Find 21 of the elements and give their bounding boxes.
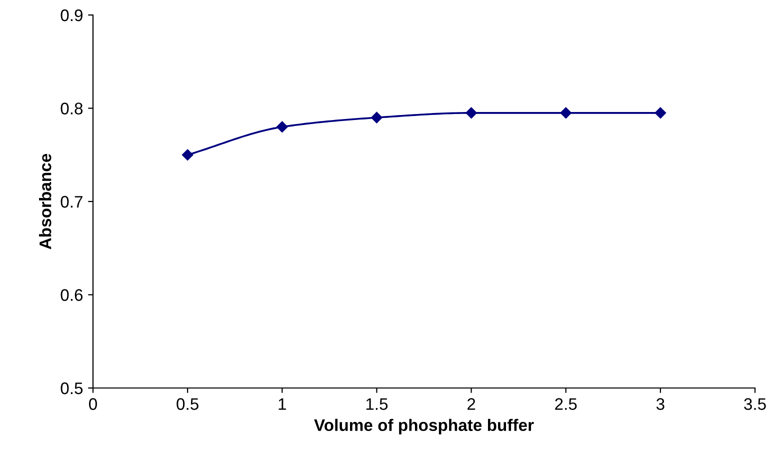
point [276, 121, 288, 133]
y-tick-label: 0.6 [60, 289, 83, 301]
point [654, 107, 666, 119]
x-tick-label: 2.5 [555, 398, 577, 410]
x-tick-label: 1.5 [366, 398, 388, 410]
x-tick-label: 3.5 [744, 398, 766, 410]
y-axis-title: Absorbance [39, 154, 52, 250]
x-tick-label: 3 [656, 398, 664, 410]
y-tick-label: 0.7 [60, 196, 82, 208]
point [560, 107, 572, 119]
x-axis-title: Volume of phosphate buffer [314, 418, 534, 434]
y-tick-label: 0.8 [60, 102, 83, 114]
y-tick-label: 0.9 [60, 9, 82, 22]
point [466, 107, 477, 119]
x-tick-label: 1 [278, 398, 286, 410]
point [371, 112, 382, 124]
x-tick-label: 2 [467, 398, 476, 410]
x-tick-label: 0.5 [176, 398, 198, 410]
point [182, 149, 194, 160]
x-tick-label: 0 [89, 398, 97, 410]
y-tick-label: 0.5 [60, 382, 83, 394]
